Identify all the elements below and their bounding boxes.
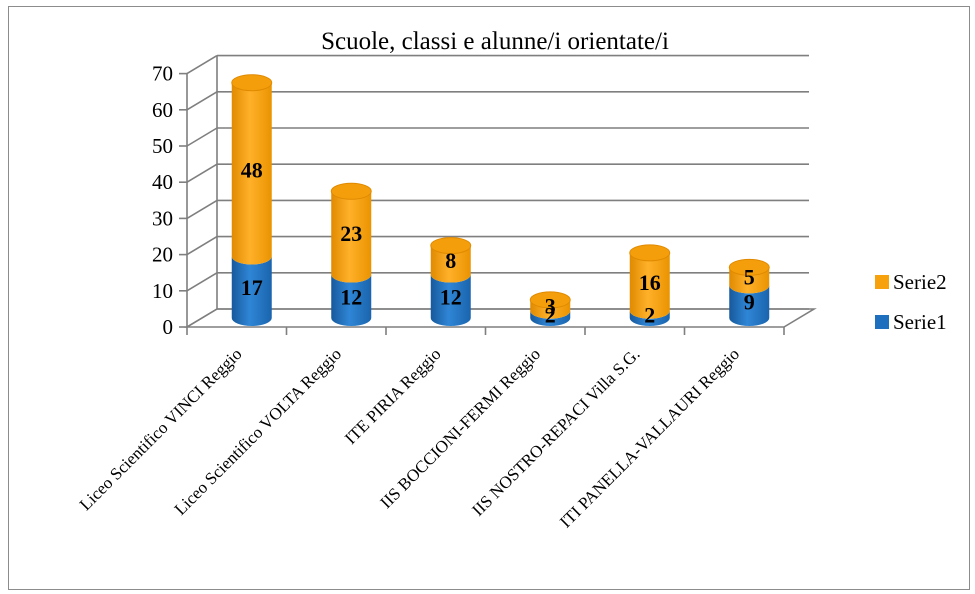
bar-serie1 xyxy=(729,285,770,326)
y-tick-label: 20 xyxy=(152,243,173,267)
bar-serie2-top xyxy=(330,182,372,200)
data-label-serie2: 3 xyxy=(545,293,556,318)
bar-serie2 xyxy=(629,244,671,319)
data-label-serie2: 16 xyxy=(639,270,661,295)
bar-serie1 xyxy=(629,310,670,326)
data-label-serie1: 17 xyxy=(241,275,263,300)
data-label-serie1: 2 xyxy=(545,302,556,327)
bar-serie1-body xyxy=(331,274,372,326)
bar-serie2 xyxy=(728,258,770,294)
bar-serie1-body xyxy=(629,310,670,326)
bar-serie2-body xyxy=(331,191,372,283)
bar-serie2 xyxy=(330,182,372,283)
side-wall-gridline xyxy=(186,127,218,147)
chart-frame: 0 10 20 30 40 50 60 70 17 48 12 23 12 8 2 3 2 16 9 5 Liceo… xyxy=(8,6,970,590)
bar-serie2-top xyxy=(231,74,273,92)
category-label: ITE PIRIA Reggio xyxy=(341,344,445,448)
bar-serie2-body xyxy=(430,245,471,283)
chart-title: Scuole, classi e alunne/i orientate/i xyxy=(321,28,669,55)
y-tick-label: 40 xyxy=(152,170,173,194)
data-label-serie2: 8 xyxy=(445,248,456,273)
data-label-serie1: 12 xyxy=(440,284,462,309)
side-wall-gridline xyxy=(186,163,218,183)
legend: Serie2 Serie1 xyxy=(875,270,947,334)
bar-serie2 xyxy=(529,291,571,319)
side-wall-gridline xyxy=(186,199,218,220)
y-tick-label: 30 xyxy=(152,206,173,230)
bar-serie1 xyxy=(430,274,471,326)
bar-serie2-top xyxy=(728,258,770,276)
category-label: IIS BOCCIONI-FERMI Reggio xyxy=(376,344,544,512)
y-tick-label: 70 xyxy=(152,62,173,86)
bar-serie1-body xyxy=(530,310,571,326)
bar-serie2 xyxy=(231,74,273,265)
category-label: ITI PANELLA-VALLAURI Reggio xyxy=(556,344,743,531)
bar-serie1-body xyxy=(430,274,471,326)
side-wall-gridline xyxy=(186,272,218,292)
category-label: IIS NOSTRO-REPACI Villa S.G. xyxy=(468,344,643,519)
bar-serie1 xyxy=(530,310,571,326)
data-label-serie1: 9 xyxy=(744,290,755,315)
bar-serie2-top xyxy=(430,237,472,255)
chart-walls xyxy=(184,54,817,328)
side-wall-gridline xyxy=(186,235,218,256)
bar-serie1-body xyxy=(231,256,272,326)
legend-swatch xyxy=(875,275,889,289)
bar-serie1-body xyxy=(729,285,770,326)
legend-label: Serie2 xyxy=(893,270,947,294)
data-label-serie1: 2 xyxy=(644,302,655,327)
bar-serie1 xyxy=(331,274,372,326)
y-tick-label: 60 xyxy=(152,98,173,122)
data-label-serie1: 12 xyxy=(340,284,362,309)
chart-floor xyxy=(184,308,817,328)
bar-serie2 xyxy=(430,237,472,283)
legend-label: Serie1 xyxy=(893,310,947,334)
y-tick-label: 10 xyxy=(152,279,173,303)
y-tick-label: 0 xyxy=(163,315,174,339)
side-wall-gridline xyxy=(186,54,218,75)
side-wall-gridline xyxy=(186,91,218,111)
bar-serie2-top xyxy=(629,244,671,262)
bar-serie2-body xyxy=(231,82,272,265)
data-label-serie2: 23 xyxy=(340,221,362,246)
bar-serie2-body xyxy=(530,299,571,319)
category-label: Liceo Scientifico VOLTA Reggio xyxy=(171,344,345,518)
bar-serie1 xyxy=(231,256,272,326)
category-label: Liceo Scientifico VINCI Reggio xyxy=(76,344,246,514)
data-label-serie2: 48 xyxy=(241,158,263,183)
bar-serie2-body xyxy=(629,252,670,319)
bar-serie2-body xyxy=(729,267,770,294)
y-tick-label: 50 xyxy=(152,134,173,158)
legend-swatch xyxy=(875,315,889,329)
y-axis-ticks: 0 10 20 30 40 50 60 70 xyxy=(152,62,785,339)
data-label-serie2: 5 xyxy=(744,264,755,289)
bars xyxy=(231,74,770,326)
bar-serie2-top xyxy=(529,291,571,309)
